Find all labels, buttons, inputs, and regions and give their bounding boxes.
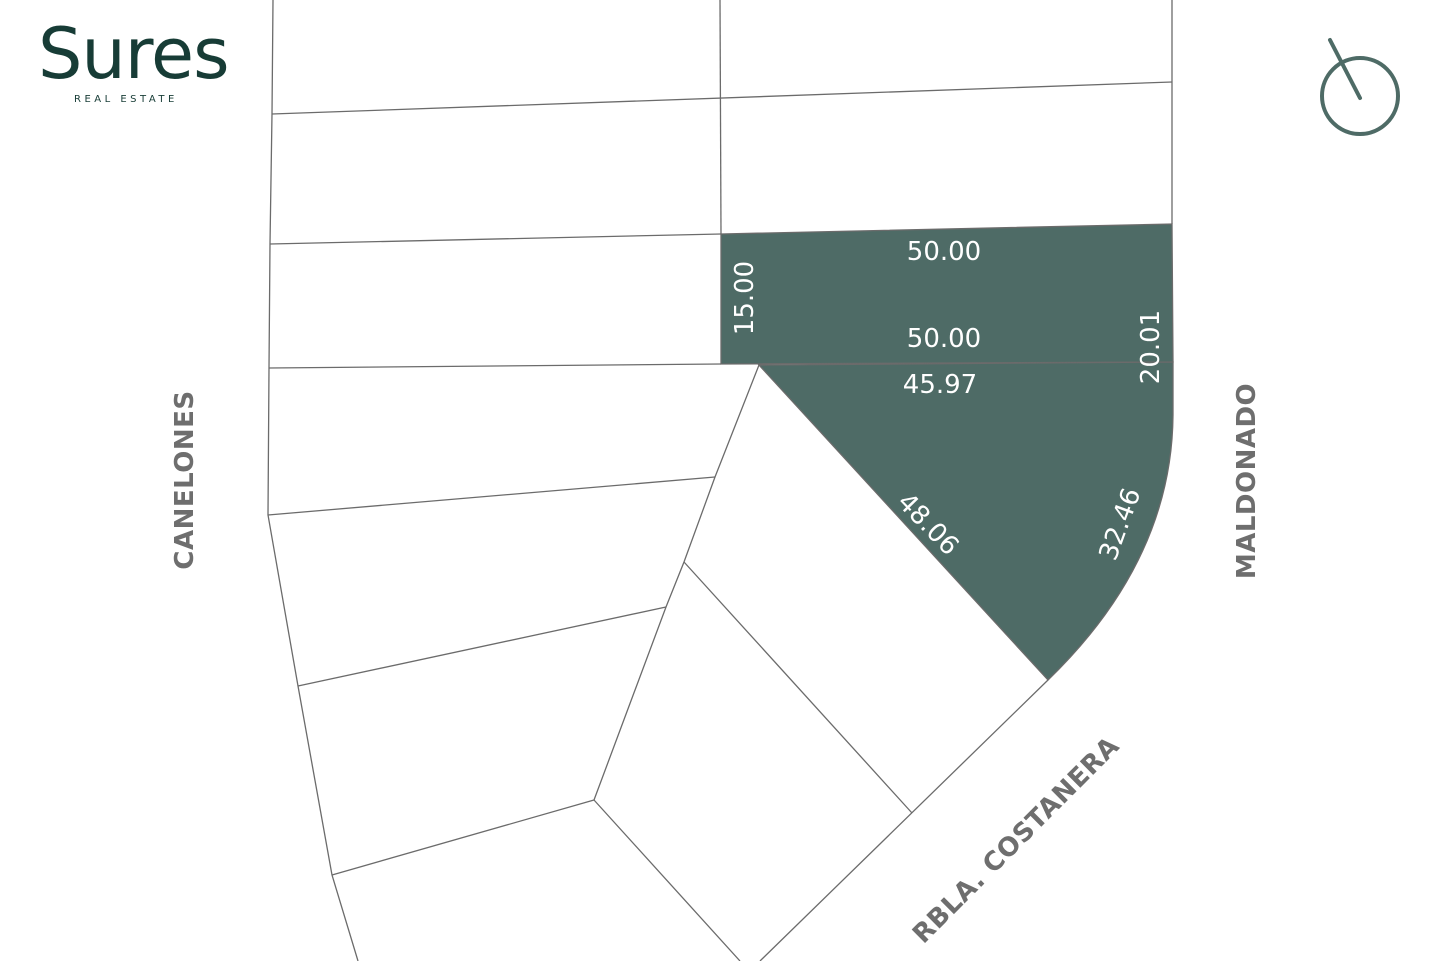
west-boundary	[267, 0, 359, 961]
street-east: MALDONADO	[1232, 383, 1262, 579]
street-west: CANELONES	[170, 390, 200, 569]
center-divider	[719, 0, 722, 235]
north-compass-icon	[1320, 38, 1400, 136]
inner-boundary	[593, 364, 760, 801]
compass-ring	[1320, 56, 1400, 136]
brand-logo: Sures REAL ESTATE	[38, 14, 253, 105]
lot-line-8	[593, 799, 741, 961]
lot-line-3	[268, 363, 722, 369]
selected-lot[interactable]	[720, 223, 1174, 681]
lot-line-6	[331, 799, 595, 876]
lot-line-7	[683, 561, 913, 814]
dim-upper-west: 15.00	[730, 261, 760, 335]
rambla-boundary	[759, 679, 1049, 961]
dim-east: 20.01	[1136, 310, 1166, 384]
street-south: RBLA. COSTANERA	[907, 731, 1125, 949]
lot-line-5	[297, 606, 667, 687]
dim-upper-north: 50.00	[907, 237, 981, 267]
lot-line-2	[269, 233, 722, 245]
compass-needle	[1328, 38, 1362, 100]
lot-lines	[267, 0, 1173, 961]
brand-tagline: REAL ESTATE	[74, 94, 178, 105]
dim-lower-north: 45.97	[903, 370, 977, 400]
selected-lot-lower[interactable]	[757, 361, 1174, 681]
lot-line-1	[271, 81, 1173, 115]
brand-name: Sures	[38, 13, 230, 95]
dim-upper-south: 50.00	[907, 324, 981, 354]
lot-line-4	[267, 476, 716, 516]
